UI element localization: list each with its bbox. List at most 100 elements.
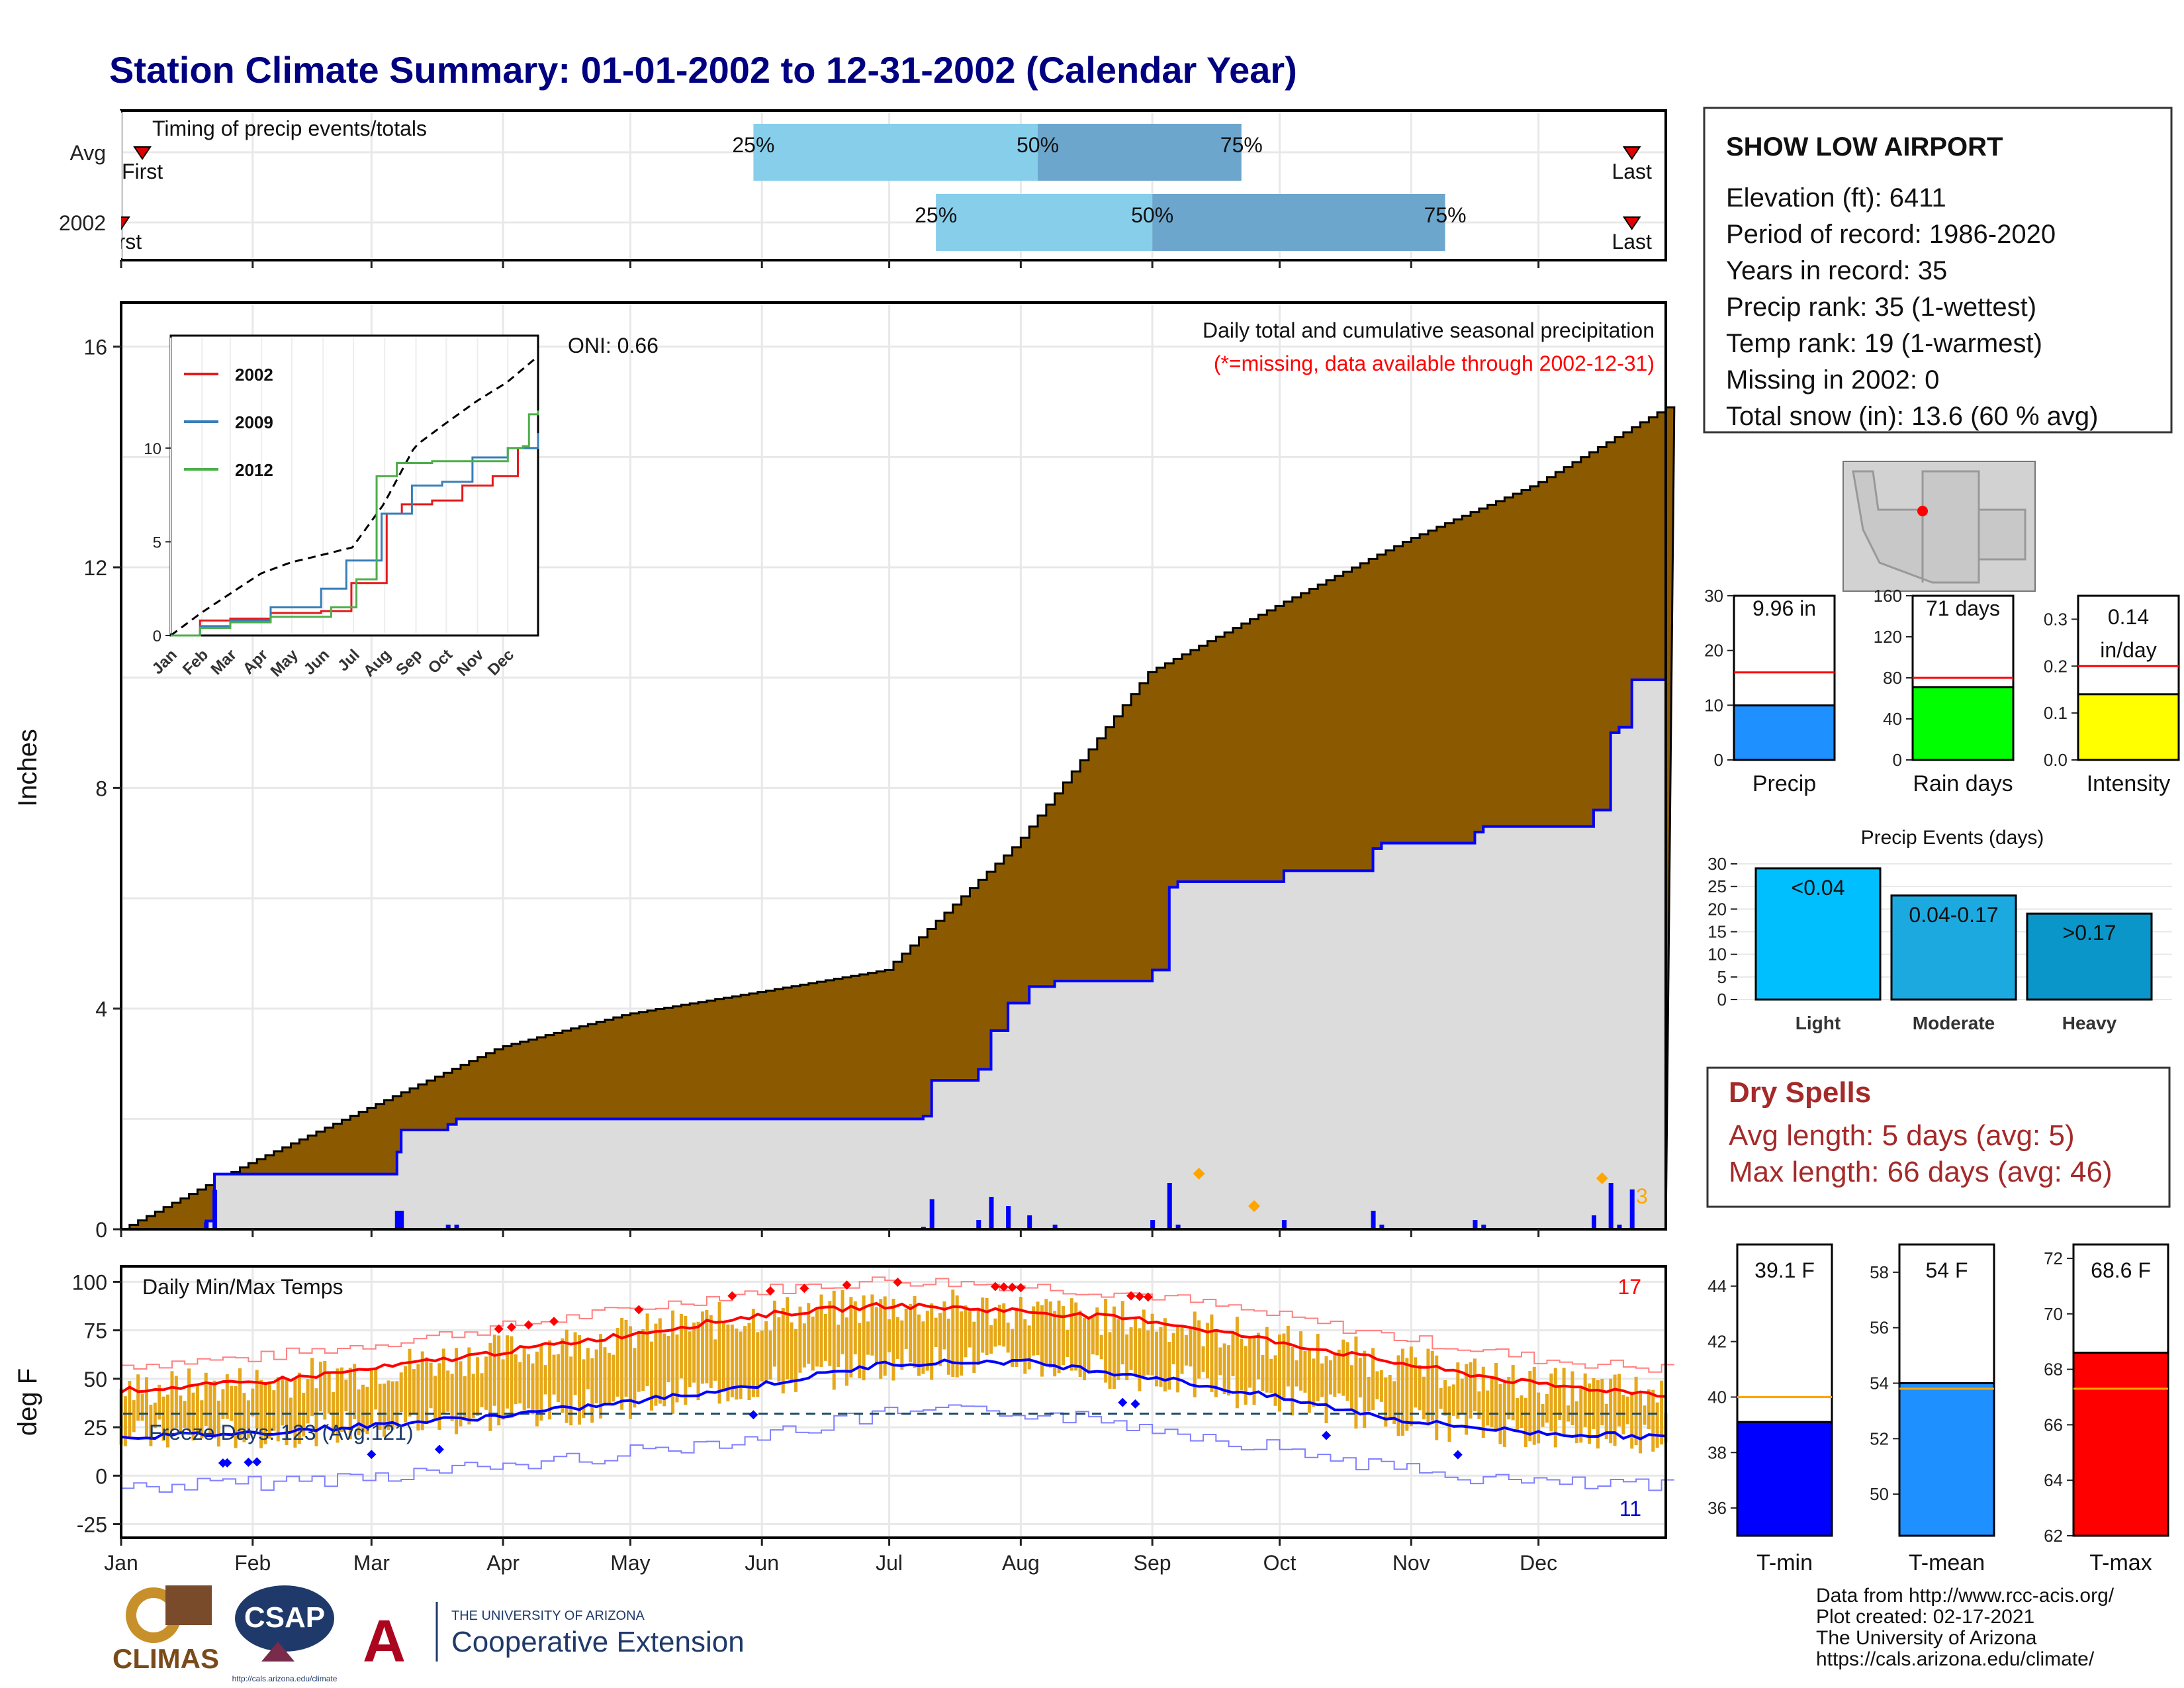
temp-value-label: 54 F: [1925, 1258, 1968, 1282]
daily-temp-bar: [1193, 1311, 1197, 1397]
temp-chart-label: T-min: [1756, 1550, 1813, 1575]
mini-y-tick-label: 0.1: [2044, 703, 2068, 723]
daily-temp-bar: [955, 1295, 959, 1378]
record-low-marker: [252, 1457, 262, 1467]
daily-temp-bar: [700, 1311, 704, 1384]
events-category-label: Moderate: [1913, 1013, 1995, 1033]
daily-temp-bar: [650, 1341, 654, 1411]
daily-temp-bar: [1205, 1323, 1209, 1379]
daily-temp-bar: [191, 1392, 195, 1441]
station-info-box: SHOW LOW AIRPORT Elevation (ft): 6411 Pe…: [1703, 107, 2173, 434]
daily-temp-bar: [369, 1369, 373, 1425]
daily-temp-bar: [1537, 1392, 1541, 1444]
daily-precip-bar: [1167, 1183, 1172, 1229]
daily-temp-bar: [1358, 1358, 1362, 1398]
mini-y-tick-label: 80: [1883, 668, 1902, 688]
daily-temp-bar: [1278, 1335, 1281, 1412]
footer-line: The University of Arizona: [1816, 1627, 2037, 1649]
events-y-tick-label: 15: [1707, 922, 1727, 942]
daily-temp-bar: [1490, 1376, 1494, 1427]
csap-logo-text: CSAP: [244, 1601, 325, 1634]
daily-temp-bar: [930, 1303, 934, 1380]
daily-temp-bar: [1655, 1402, 1659, 1448]
daily-temp-bar: [1036, 1301, 1040, 1356]
daily-temp-bar: [624, 1319, 628, 1397]
daily-temp-bar: [1295, 1360, 1298, 1387]
daily-temp-bar: [772, 1300, 776, 1367]
daily-precip-bar: [1175, 1225, 1181, 1229]
climas-logo-text: CLIMAS: [113, 1643, 219, 1674]
daily-temp-bar: [993, 1318, 997, 1347]
ua-big-text: Cooperative Extension: [451, 1626, 745, 1658]
daily-temp-bar: [1069, 1298, 1073, 1371]
daily-temp-bar: [1104, 1299, 1108, 1383]
daily-temp-bar: [383, 1383, 387, 1437]
daily-temp-bar: [1400, 1348, 1404, 1436]
mini-y-tick-label: 160: [1874, 586, 1902, 606]
y-tick-label: 0: [95, 1218, 107, 1242]
daily-precip-bar: [399, 1211, 404, 1229]
daily-temp-bar: [747, 1323, 751, 1401]
daily-temp-bar: [1660, 1380, 1664, 1445]
inset-y-tick-label: 10: [144, 440, 161, 458]
daily-temp-bar: [1396, 1355, 1400, 1436]
daily-temp-bar: [1142, 1309, 1146, 1376]
snow-marker: [1193, 1168, 1205, 1180]
ua-small-text: THE UNIVERSITY OF ARIZONA: [451, 1609, 645, 1623]
record-high-marker: [990, 1282, 1000, 1291]
daily-temp-bar: [696, 1321, 700, 1401]
y-tick-label: 16: [83, 336, 107, 359]
daily-temp-bar: [463, 1376, 467, 1421]
daily-temp-bar: [764, 1321, 768, 1384]
daily-temp-bar: [654, 1323, 658, 1406]
daily-temp-bar: [1210, 1314, 1214, 1392]
daily-temp-bar: [786, 1297, 790, 1380]
daily-temp-bar: [1027, 1325, 1031, 1370]
temperature-panel: -25 0 25 50 75 100 Daily Min/Max Temps Freeze…: [13, 1265, 1674, 1539]
footer-line: https://cals.arizona.edu/climate/: [1816, 1648, 2095, 1670]
daily-temp-bar: [395, 1381, 399, 1427]
daily-temp-bar: [688, 1331, 692, 1387]
daily-temp-bar: [1189, 1327, 1193, 1367]
record-min-line: [121, 1404, 1674, 1493]
daily-temp-bar: [361, 1384, 365, 1432]
daily-temp-bar: [900, 1320, 904, 1370]
daily-temp-bar: [832, 1290, 836, 1390]
daily-temp-bar: [285, 1379, 289, 1445]
events-bar: [2026, 912, 2153, 1001]
cold-days-count: 11: [1619, 1497, 1641, 1521]
daily-temp-bar: [1498, 1383, 1502, 1444]
daily-temp-bar: [1066, 1330, 1069, 1358]
mini-value-bar: [1911, 686, 2015, 761]
daily-temp-bar: [183, 1401, 187, 1428]
temp-y-tick-label: 54: [1870, 1374, 1889, 1393]
daily-temp-bar: [582, 1359, 586, 1419]
climas-logo: CLIMAS: [113, 1585, 219, 1674]
footer-line: Plot created: 02-17-2021: [1816, 1606, 2034, 1628]
daily-temp-bar: [590, 1358, 594, 1423]
daily-temp-bar: [251, 1388, 255, 1417]
daily-temp-bar: [480, 1373, 484, 1407]
daily-temp-bar: [1651, 1389, 1655, 1452]
daily-temp-bar: [408, 1348, 412, 1417]
daily-temp-bar: [1282, 1333, 1286, 1399]
daily-temp-bar: [1222, 1343, 1226, 1395]
inset-legend-label: 2012: [235, 460, 273, 480]
daily-temp-bar: [1091, 1317, 1095, 1354]
daily-temp-bar: [387, 1380, 390, 1430]
temp-chart-label: T-mean: [1909, 1550, 1985, 1575]
record-high-marker: [523, 1320, 533, 1330]
record-high-marker: [506, 1322, 516, 1332]
daily-temp-bar: [200, 1400, 204, 1438]
daily-temp-bar: [1108, 1332, 1112, 1389]
daily-temp-bar: [1558, 1386, 1562, 1421]
last-event-marker: [1622, 216, 1641, 230]
record-low-marker: [1322, 1430, 1332, 1440]
daily-temp-bar: [1125, 1334, 1129, 1380]
temp-value-bar: [1898, 1382, 1995, 1537]
precip-panel: 0 4 8 12 16 Inches Daily total and cumulativ…: [13, 301, 1676, 1242]
daily-temp-bar: [1040, 1305, 1044, 1377]
daily-temp-bar: [204, 1372, 208, 1427]
daily-temp-bar: [293, 1379, 297, 1448]
